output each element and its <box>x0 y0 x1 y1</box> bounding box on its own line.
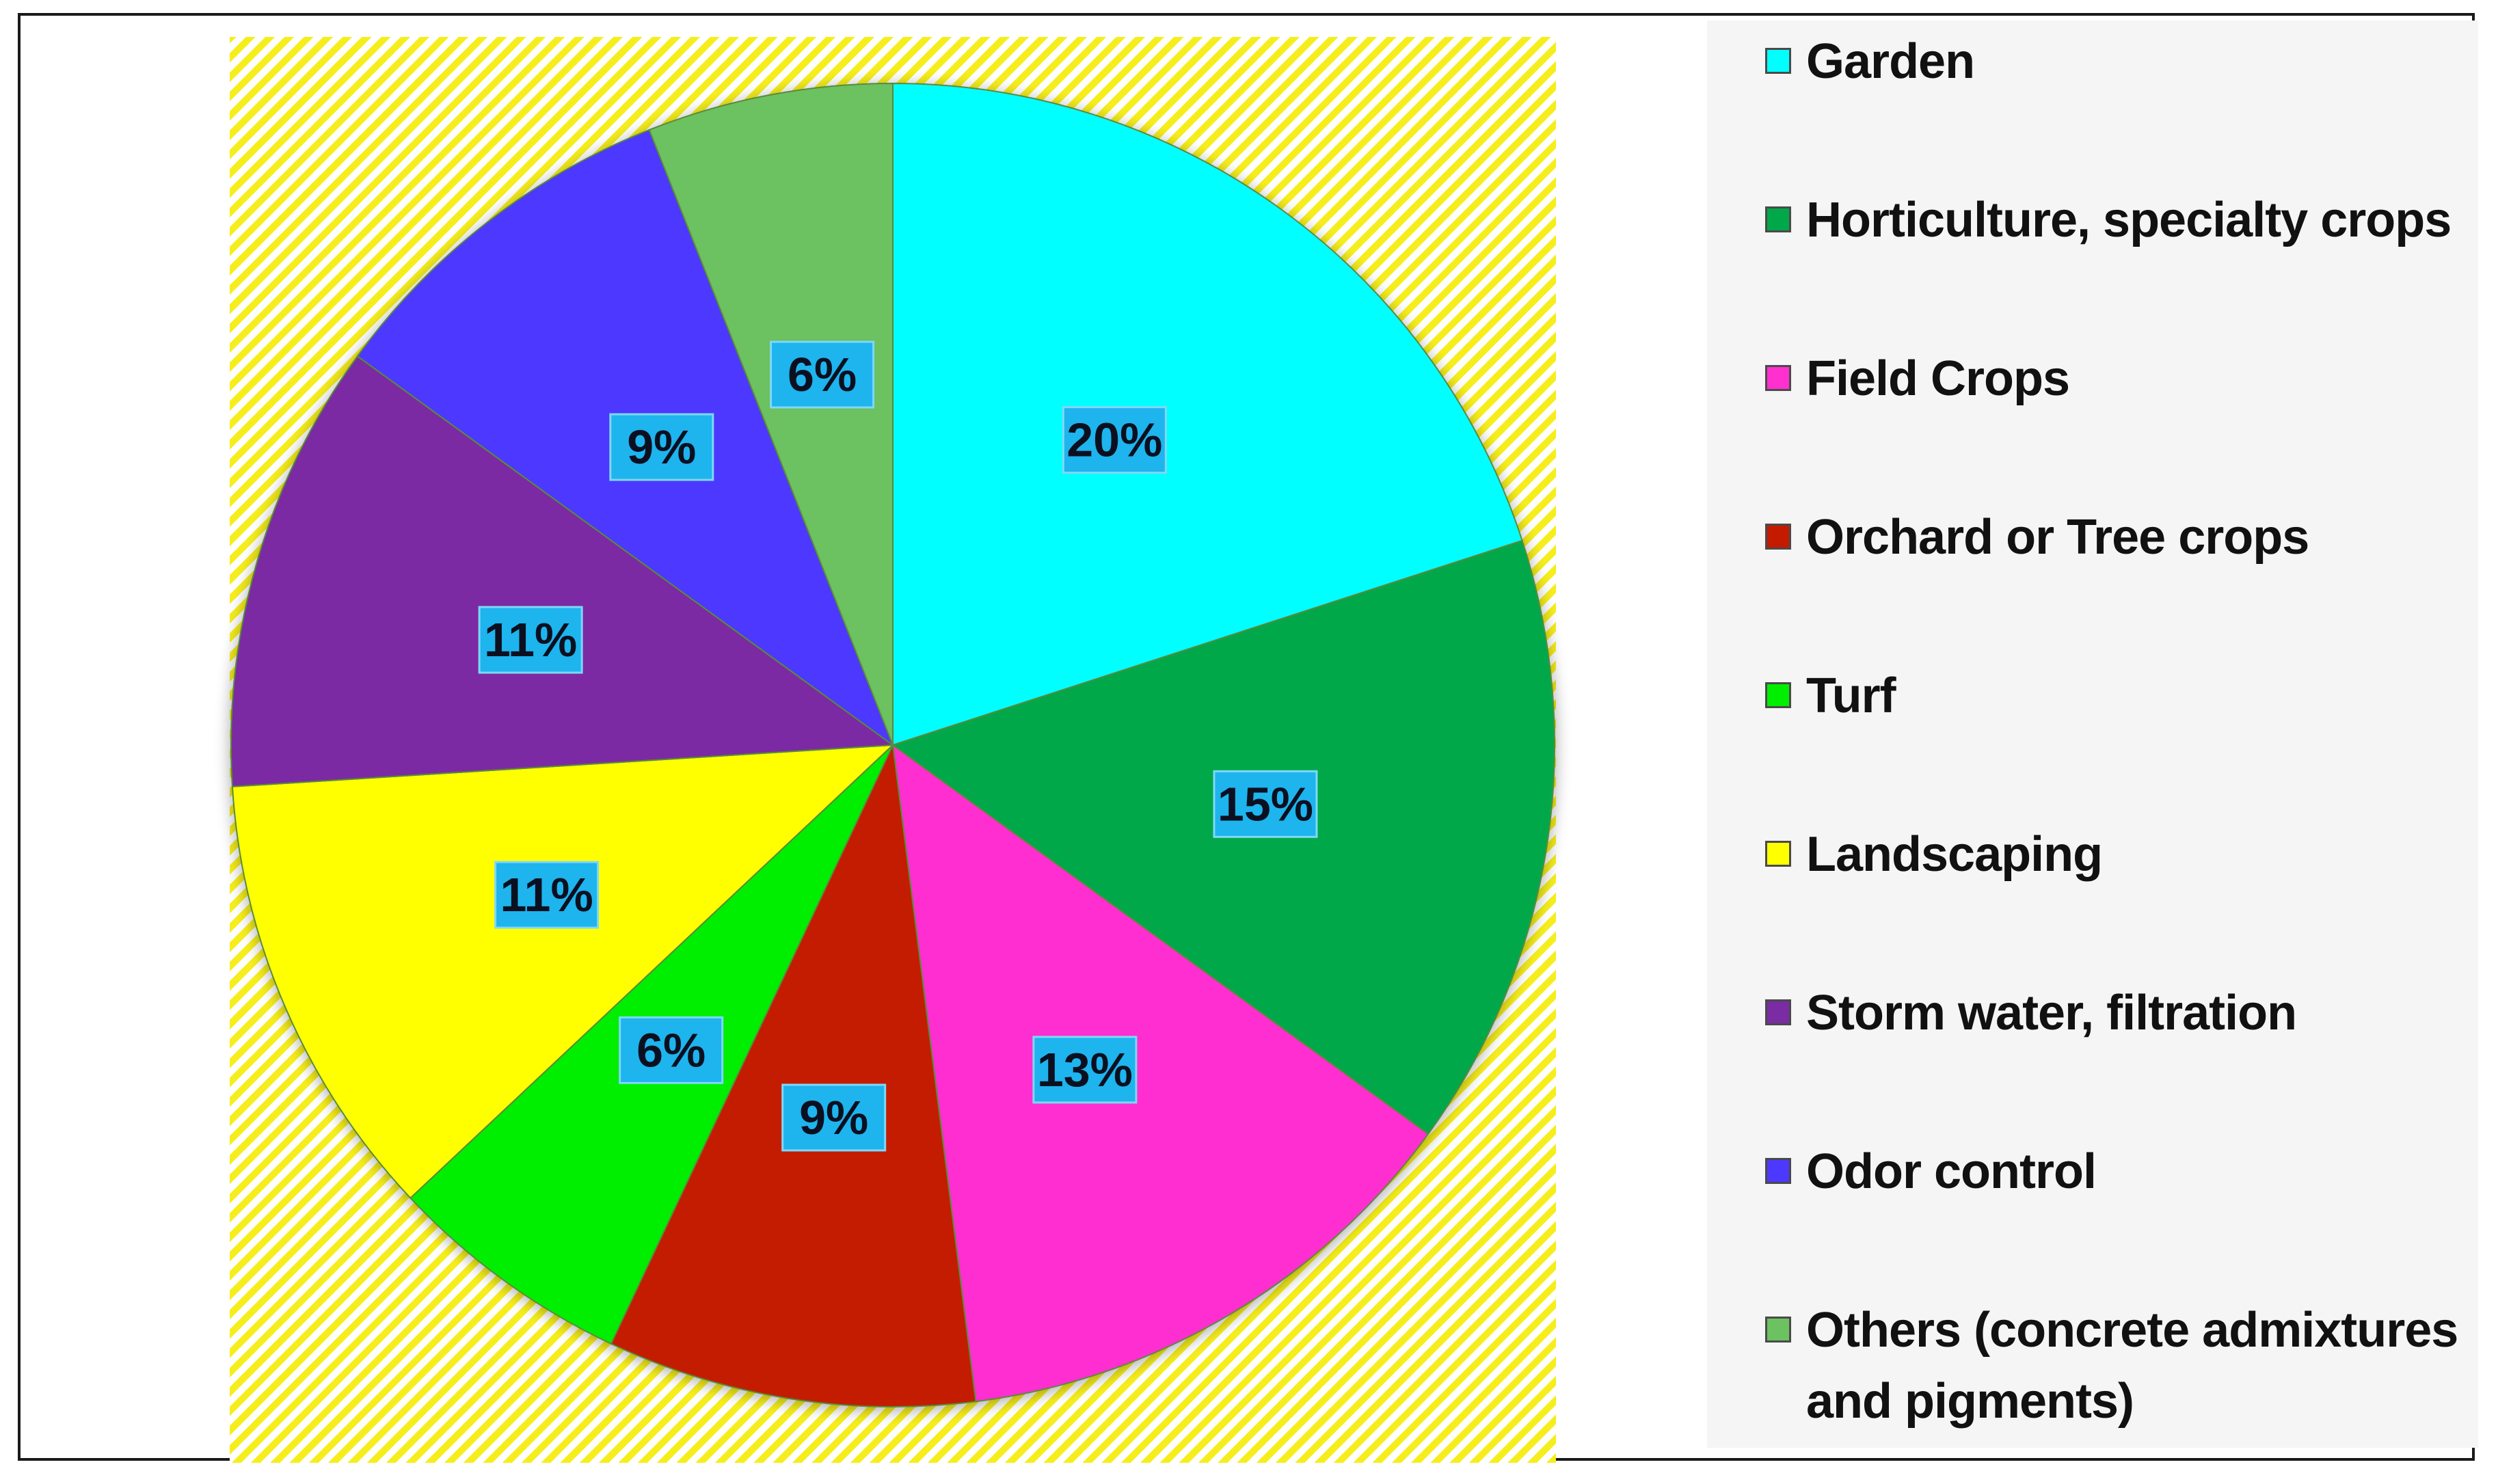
data-label-7: 11% <box>478 606 583 674</box>
data-label-box <box>1032 1036 1138 1104</box>
legend-swatch <box>1765 524 1791 550</box>
data-label-text: 11% <box>500 868 593 921</box>
legend-swatch <box>1765 206 1791 232</box>
legend-swatch <box>1765 999 1791 1025</box>
data-label-box <box>478 606 583 674</box>
data-label-2: 15% <box>1213 770 1318 838</box>
pie-slice-9 <box>648 82 894 746</box>
legend-label: Storm water, filtration <box>1806 986 2297 1040</box>
legend-label: Turf <box>1806 669 1896 723</box>
data-label-9: 6% <box>770 340 875 409</box>
legend-swatch <box>1765 1158 1791 1184</box>
data-label-text: 20% <box>1066 414 1162 467</box>
data-label-box <box>609 413 714 481</box>
pie-slice-7 <box>230 355 895 787</box>
pie-slice-4 <box>610 742 977 1407</box>
data-label-box <box>494 861 600 929</box>
data-label-box <box>1213 770 1318 838</box>
pie-slice-1 <box>892 82 1523 746</box>
data-label-box <box>1062 406 1167 474</box>
pie-data-labels: 20% 15% 13% 9% 6% 11% 11% 9% 6% <box>478 340 1318 1152</box>
pie-slice-6 <box>231 744 895 1200</box>
data-label-text: 6% <box>636 1023 706 1077</box>
data-label-3: 13% <box>1032 1036 1138 1104</box>
data-label-box <box>781 1083 887 1152</box>
data-label-6: 11% <box>494 861 600 929</box>
legend-label: Others (concrete admixtures and pigments… <box>1806 1303 2458 1429</box>
legend-swatch <box>1765 682 1791 708</box>
legend-swatch <box>1765 1317 1791 1343</box>
legend: Garden Horticulture, specialty crops Field… <box>1707 21 2478 1448</box>
data-label-box <box>619 1016 724 1084</box>
data-label-text: 11% <box>484 613 577 666</box>
data-label-text: 9% <box>627 420 696 474</box>
legend-swatch <box>1765 48 1791 74</box>
legend-swatch <box>1765 841 1791 867</box>
data-label-1: 20% <box>1062 406 1167 474</box>
legend-label: Orchard or Tree crops <box>1806 510 2309 565</box>
data-label-text: 6% <box>788 348 857 401</box>
data-label-4: 9% <box>781 1083 887 1152</box>
legend-label: Landscaping <box>1806 827 2103 882</box>
pie-slice-3 <box>891 743 1429 1403</box>
data-label-text: 9% <box>799 1091 868 1144</box>
data-label-5: 6% <box>619 1016 724 1084</box>
data-label-box <box>770 340 875 409</box>
legend-label: Field Crops <box>1806 351 2070 406</box>
legend-label: Horticulture, specialty crops <box>1806 193 2452 247</box>
legend-label: Garden <box>1806 34 1975 89</box>
legend-swatch <box>1765 365 1791 391</box>
data-label-text: 15% <box>1218 777 1313 831</box>
data-label-text: 13% <box>1037 1043 1133 1096</box>
pie-slices <box>230 82 1555 1407</box>
data-label-8: 9% <box>609 413 714 481</box>
legend-label: Odor control <box>1806 1144 2097 1199</box>
